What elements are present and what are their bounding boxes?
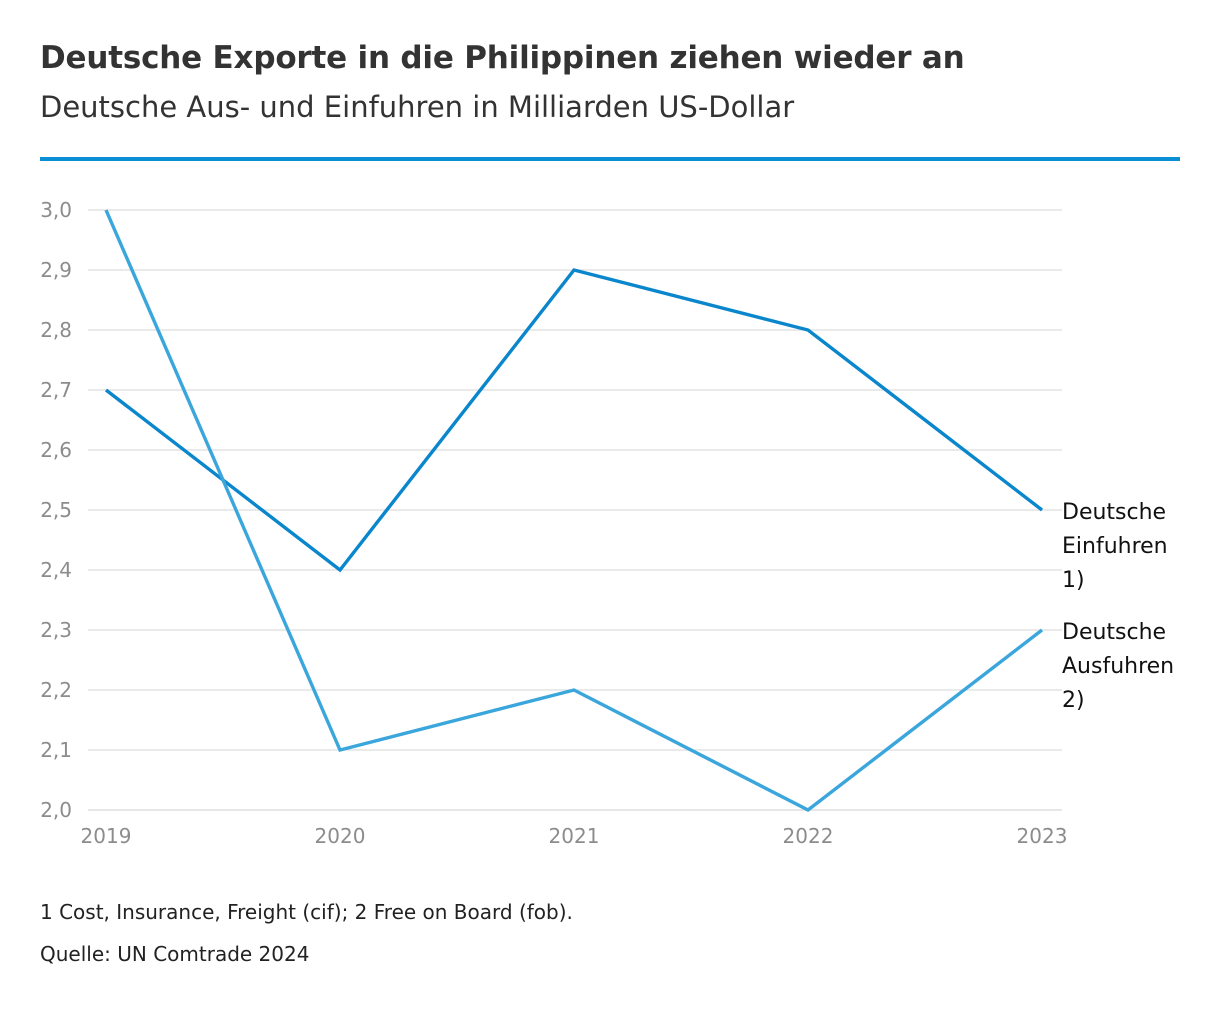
series-label-line: Deutsche — [1062, 620, 1166, 645]
series-labels: Deutsche Einfuhren 1) Deutsche Ausfuhren 2) — [1062, 500, 1174, 713]
series-line-ausfuhren — [104, 209, 1044, 813]
y-tick-label: 2,8 — [40, 318, 72, 342]
series-label-line: Einfuhren — [1062, 534, 1168, 559]
line-chart: 2,02,12,22,32,42,52,62,72,82,93,0 2019 20… — [40, 198, 1174, 848]
y-axis-ticks: 2,0 2,1 2,2 2,3 2,4 2,5 2,6 2,7 2,8 2,9 3,0 — [40, 198, 72, 822]
y-tick-label: 2,2 — [40, 678, 72, 702]
series-line-einfuhren — [104, 268, 1044, 573]
source-note: Quelle: UN Comtrade 2024 — [40, 942, 310, 966]
y-tick-label: 2,6 — [40, 438, 72, 462]
y-tick-label: 2,3 — [40, 618, 72, 642]
series-lines — [104, 209, 1044, 813]
x-tick-label: 2021 — [549, 824, 600, 848]
footnote: 1 Cost, Insurance, Freight (cif); 2 Free… — [40, 900, 573, 924]
series-label-line: 2) — [1062, 688, 1085, 713]
y-tick-label: 2,1 — [40, 738, 72, 762]
x-tick-label: 2020 — [315, 824, 366, 848]
chart-subtitle: Deutsche Aus- und Einfuhren in Milliarde… — [40, 90, 795, 124]
x-tick-label: 2023 — [1017, 824, 1068, 848]
y-tick-label: 2,7 — [40, 378, 72, 402]
x-tick-label: 2022 — [783, 824, 834, 848]
chart-title: Deutsche Exporte in die Philippinen zieh… — [40, 40, 965, 76]
series-label-line: Deutsche — [1062, 500, 1166, 525]
x-tick-label: 2019 — [81, 824, 132, 848]
y-tick-label: 3,0 — [40, 198, 72, 222]
series-label-ausfuhren: Deutsche Ausfuhren 2) — [1062, 620, 1174, 713]
y-tick-label: 2,4 — [40, 558, 72, 582]
x-axis-ticks: 2019 2020 2021 2022 2023 — [81, 824, 1068, 848]
title-divider — [40, 157, 1180, 161]
series-label-line: 1) — [1062, 568, 1085, 593]
y-tick-label: 2,0 — [40, 798, 72, 822]
grid-lines — [88, 209, 1062, 811]
series-label-einfuhren: Deutsche Einfuhren 1) — [1062, 500, 1168, 593]
series-label-line: Ausfuhren — [1062, 654, 1174, 679]
y-tick-label: 2,5 — [40, 498, 72, 522]
y-tick-label: 2,9 — [40, 258, 72, 282]
